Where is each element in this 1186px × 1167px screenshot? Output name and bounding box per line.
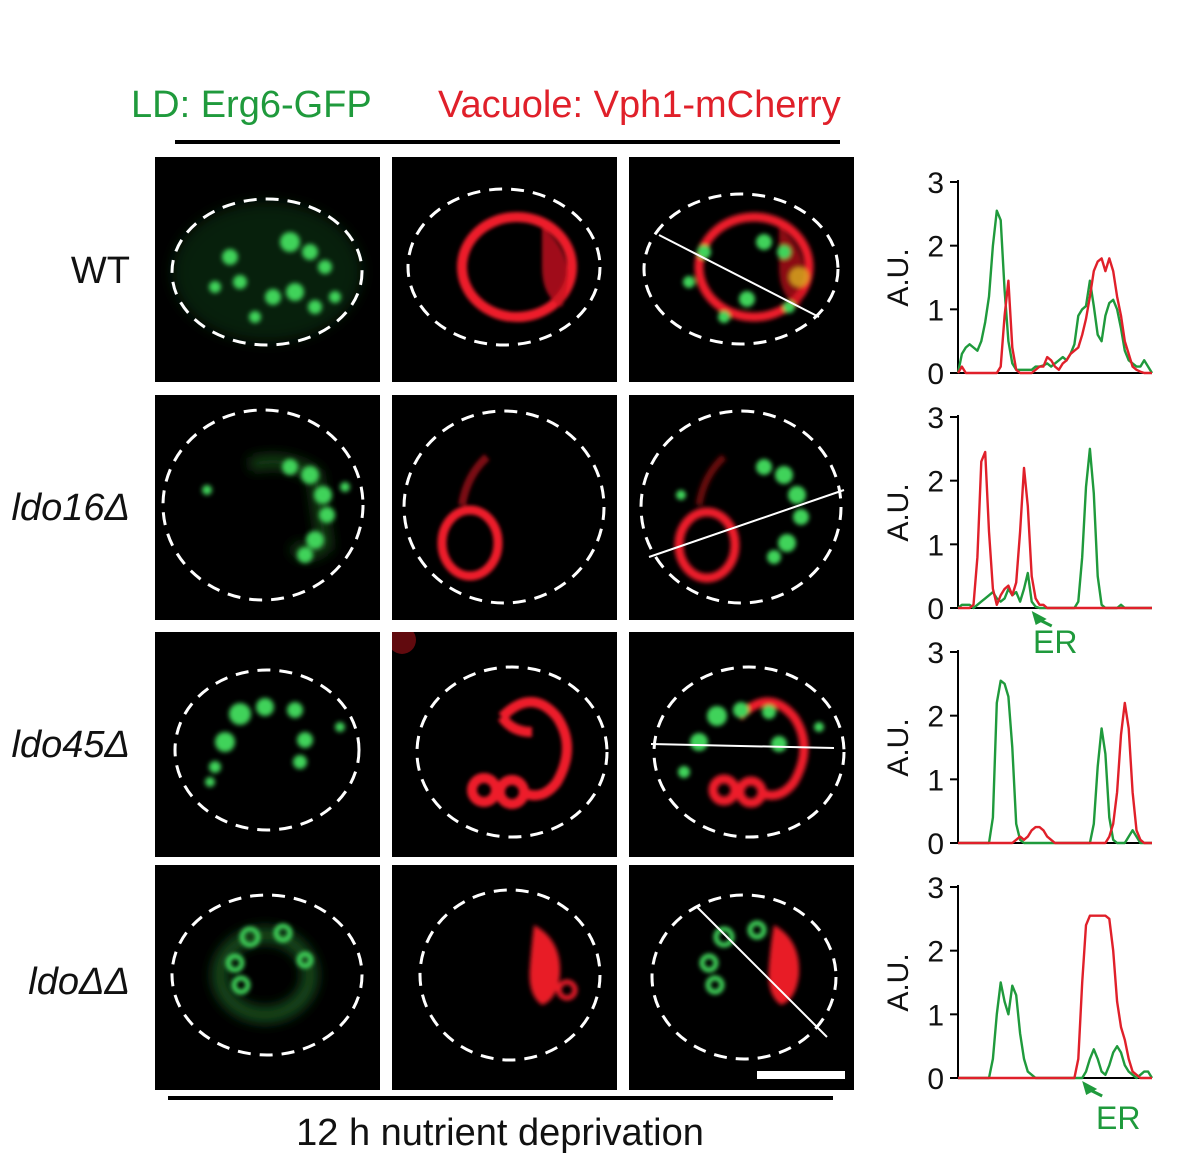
- micrograph-ldo-double-gfp: [155, 865, 380, 1090]
- er-annotation-ldo16: ER: [1033, 624, 1078, 660]
- y-tick-label: 1: [927, 529, 944, 562]
- y-tick-label: 0: [927, 828, 944, 861]
- y-tick-label: 3: [927, 637, 944, 670]
- y-axis-label: A.U.: [882, 718, 915, 776]
- micrograph-ldo45-merge: [629, 632, 854, 857]
- condition-label: 12 h nutrient deprivation: [296, 1112, 704, 1154]
- ld-channel-label: LD: Erg6-GFP: [131, 84, 372, 126]
- micrograph-ldo16-mcherry: [392, 395, 617, 620]
- y-tick-label: 3: [927, 872, 944, 905]
- header-rule: [175, 140, 840, 144]
- line-profile-wt: 0 1 2 3 A.U.: [880, 160, 1160, 400]
- y-tick-label: 0: [927, 1063, 944, 1096]
- micrograph-ldo45-mcherry: [392, 632, 617, 857]
- y-tick-label: 3: [927, 167, 944, 200]
- micrograph-ldo-double-mcherry: [392, 865, 617, 1090]
- series-line-green: [956, 209, 1154, 374]
- micrograph-wt-merge: [629, 157, 854, 382]
- y-tick-label: 0: [927, 358, 944, 391]
- micrograph-ldo45-gfp: [155, 632, 380, 857]
- y-axis-label: A.U.: [882, 953, 915, 1011]
- micrograph-wt-mcherry: [392, 157, 617, 382]
- micrograph-ldo16-merge: [629, 395, 854, 620]
- vacuole-channel-label: Vacuole: Vph1-mCherry: [438, 84, 841, 126]
- footer-rule: [168, 1096, 833, 1100]
- y-tick-label: 3: [927, 402, 944, 435]
- y-tick-label: 2: [927, 701, 944, 734]
- er-arrow: [1082, 1081, 1103, 1098]
- y-tick-label: 2: [927, 231, 944, 264]
- y-tick-label: 2: [927, 936, 944, 969]
- y-tick-label: 0: [927, 593, 944, 626]
- row-label-ldo16: ldo16Δ: [11, 487, 130, 529]
- er-annotation-ldo-double: ER: [1096, 1100, 1141, 1136]
- y-tick-label: 1: [927, 294, 944, 327]
- series-line-red: [958, 914, 1152, 1080]
- line-profile-ldo16: 0 1 2 3 A.U.: [880, 395, 1160, 635]
- series-line-green: [958, 679, 1152, 845]
- y-tick-label: 1: [927, 764, 944, 797]
- line-profile-ldo-double: 0 1 2 3 A.U.: [880, 865, 1160, 1105]
- series-line-red: [958, 450, 1152, 610]
- micrograph-ldo16-gfp: [155, 395, 380, 620]
- y-axis-label: A.U.: [882, 248, 915, 306]
- row-label-ldo-double: ldoΔΔ: [28, 961, 130, 1003]
- y-axis-label: A.U.: [882, 483, 915, 541]
- row-label-ldo45: ldo45Δ: [11, 724, 130, 766]
- er-arrow: [1031, 611, 1053, 628]
- micrograph-ldo-double-merge: [629, 865, 854, 1090]
- micrograph-wt-gfp: [155, 157, 380, 382]
- line-profile-ldo45: 0 1 2 3 A.U.: [880, 630, 1160, 870]
- row-label-wt: WT: [70, 250, 130, 292]
- series-line-red: [958, 701, 1152, 845]
- y-tick-label: 1: [927, 999, 944, 1032]
- series-line-red: [956, 257, 1152, 375]
- scale-bar: [757, 1071, 845, 1079]
- y-tick-label: 2: [927, 466, 944, 499]
